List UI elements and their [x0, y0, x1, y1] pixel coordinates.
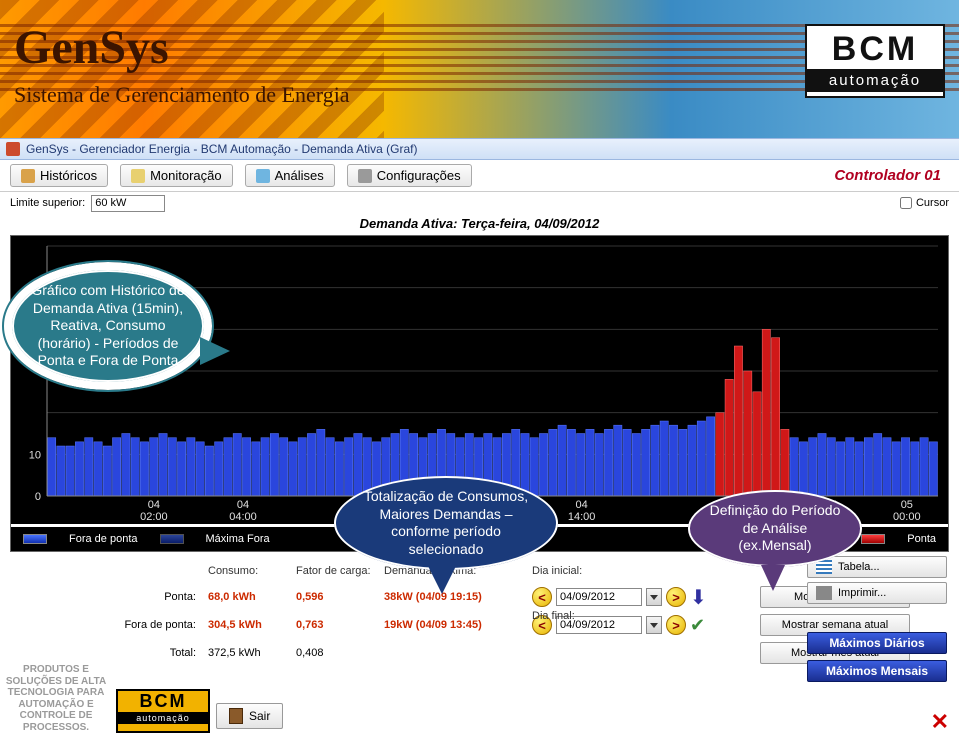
- arrow-down-icon: ⬇: [690, 585, 707, 610]
- total-consumo: 372,5 kWh: [208, 647, 288, 659]
- svg-text:00:00: 00:00: [893, 511, 921, 523]
- hdr-diaini: Dia inicial:: [532, 565, 752, 577]
- svg-text:04: 04: [237, 499, 249, 511]
- main-toolbar: Históricos Monitoração Análises Configur…: [0, 160, 959, 192]
- fora-fator: 0,763: [296, 619, 376, 631]
- imprimir-label: Imprimir...: [838, 587, 886, 599]
- window-titlebar: GenSys - Gerenciador Energia - BCM Autom…: [0, 138, 959, 160]
- options-row: Limite superior: Cursor: [0, 192, 959, 214]
- hdr-consumo: Consumo:: [208, 565, 288, 577]
- cursor-label: Cursor: [916, 197, 949, 209]
- row-ponta-label: Ponta:: [10, 591, 200, 603]
- callout-totalizacao-text: Totalização de Consumos, Maiores Demanda…: [364, 488, 528, 557]
- monitoracao-icon: [131, 169, 145, 183]
- legend-fora-label: Fora de ponta: [69, 533, 138, 545]
- close-icon[interactable]: ✕: [931, 709, 949, 735]
- configuracoes-label: Configurações: [377, 168, 461, 183]
- cursor-checkbox[interactable]: [900, 197, 912, 209]
- maximos-mensais-button[interactable]: Máximos Mensais: [807, 660, 947, 682]
- callout-totalizacao: Totalização de Consumos, Maiores Demanda…: [334, 476, 558, 570]
- legend-swatch-ponta: [861, 534, 885, 544]
- svg-text:0: 0: [35, 491, 41, 503]
- bcm-footer-big: BCM: [118, 691, 208, 712]
- total-fator: 0,408: [296, 647, 376, 659]
- printer-icon: [816, 586, 832, 600]
- configuracoes-icon: [358, 169, 372, 183]
- diaini-prev-button[interactable]: <: [532, 587, 552, 607]
- imprimir-button[interactable]: Imprimir...: [807, 582, 947, 604]
- bcm-logo-small-footer: BCM automação: [116, 689, 210, 733]
- controller-label: Controlador 01: [834, 167, 949, 184]
- door-icon: [229, 708, 243, 724]
- bcm-logo: BCM automação: [805, 24, 945, 98]
- chart-title: Demanda Ativa: Terça-feira, 04/09/2012: [0, 214, 959, 233]
- hdr-fator: Fator de carga:: [296, 565, 376, 577]
- row-total-label: Total:: [10, 647, 200, 659]
- configuracoes-button[interactable]: Configurações: [347, 164, 472, 187]
- analises-label: Análises: [275, 168, 324, 183]
- callout-periodo-text: Definição do Período de Análise (ex.Mens…: [710, 502, 841, 553]
- callout-historico-text: Gráfico com Histórico de Demanda Ativa (…: [31, 282, 184, 368]
- legend-ponta-label: Ponta: [907, 533, 936, 545]
- svg-text:04:00: 04:00: [229, 511, 257, 523]
- brand-banner: GenSys Sistema de Gerenciamento de Energ…: [0, 0, 959, 138]
- legend-swatch-fora: [23, 534, 47, 544]
- ponta-consumo: 68,0 kWh: [208, 591, 288, 603]
- tabela-label: Tabela...: [838, 561, 880, 573]
- svg-text:05: 05: [901, 499, 913, 511]
- app-icon: [6, 142, 20, 156]
- dia-inicial-dropdown[interactable]: [646, 588, 662, 606]
- table-icon: [816, 560, 832, 574]
- dia-inicial-input[interactable]: [556, 588, 642, 606]
- gensys-logo: GenSys: [14, 20, 169, 75]
- maximos-diarios-button[interactable]: Máximos Diários: [807, 632, 947, 654]
- ponta-fator: 0,596: [296, 591, 376, 603]
- monitoracao-label: Monitoração: [150, 168, 222, 183]
- footer-slogan: PRODUTOS E SOLUÇÕES DE ALTA TECNOLOGIA P…: [0, 660, 112, 737]
- dia-final-dropdown[interactable]: [646, 616, 662, 634]
- analises-icon: [256, 169, 270, 183]
- hdr-diafim: Dia final:: [532, 610, 575, 622]
- bcm-footer-small: automação: [118, 712, 208, 724]
- svg-text:04: 04: [575, 499, 587, 511]
- fora-consumo: 304,5 kWh: [208, 619, 288, 631]
- fora-demmax: 19kW (04/09 13:45): [384, 619, 524, 631]
- historicos-button[interactable]: Históricos: [10, 164, 108, 187]
- svg-text:10: 10: [29, 449, 41, 461]
- legend-swatch-maxfora: [160, 534, 184, 544]
- limite-superior-input[interactable]: [91, 195, 165, 212]
- callout-historico: Gráfico com Histórico de Demanda Ativa (…: [4, 262, 212, 390]
- historicos-icon: [21, 169, 35, 183]
- svg-text:02:00: 02:00: [140, 511, 168, 523]
- limite-superior-label: Limite superior:: [10, 197, 85, 209]
- gensys-subtitle: Sistema de Gerenciamento de Energia: [14, 82, 350, 108]
- sair-label: Sair: [249, 709, 270, 723]
- svg-text:14:00: 14:00: [568, 511, 596, 523]
- svg-text:04: 04: [148, 499, 160, 511]
- diafim-next-button[interactable]: >: [666, 615, 686, 635]
- bcm-logo-big: BCM: [807, 30, 943, 69]
- diaini-next-button[interactable]: >: [666, 587, 686, 607]
- analises-button[interactable]: Análises: [245, 164, 335, 187]
- monitoracao-button[interactable]: Monitoração: [120, 164, 233, 187]
- check-icon: ✔: [690, 615, 705, 636]
- legend-maxfora-label: Máxima Fora: [206, 533, 270, 545]
- sair-button[interactable]: Sair: [216, 703, 283, 729]
- row-fora-label: Fora de ponta:: [10, 619, 200, 631]
- window-title: GenSys - Gerenciador Energia - BCM Autom…: [26, 142, 418, 156]
- bcm-logo-small: automação: [807, 69, 943, 92]
- side-buttons: Tabela... Imprimir... Máximos Diários Má…: [807, 556, 947, 684]
- tabela-button[interactable]: Tabela...: [807, 556, 947, 578]
- callout-periodo: Definição do Período de Análise (ex.Mens…: [688, 490, 862, 567]
- historicos-label: Históricos: [40, 168, 97, 183]
